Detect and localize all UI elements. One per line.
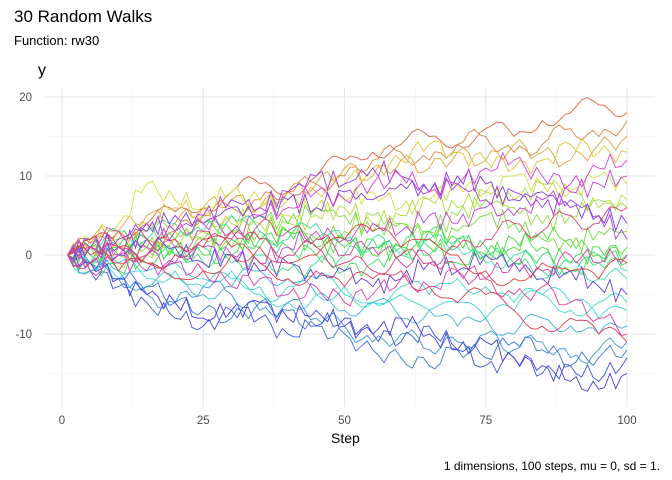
x-tick-label: 25 [197,415,210,427]
y-axis-label: y [38,62,46,79]
walk-line-21 [67,236,628,303]
walk-line-9 [67,219,628,267]
x-tick-label: 75 [479,415,492,427]
x-axis-label: Step [331,430,360,446]
y-tick-label: 0 [26,250,32,262]
walk-line-8 [67,203,628,264]
y-tick-label: 20 [19,92,32,104]
y-tick-label: -10 [15,329,32,341]
walk-line-1 [67,97,628,256]
walk-line-15 [67,249,628,319]
walk-line-24 [67,168,628,277]
walk-line-20 [67,248,628,392]
walk-line-7 [67,196,628,266]
walk-line-27 [67,217,628,337]
walk-line-28 [67,206,628,276]
y-tick-label: 10 [19,171,32,183]
walk-line-6 [67,179,628,269]
walk-line-19 [67,254,628,382]
x-tick-label: 0 [59,415,65,427]
chart-caption: 1 dimensions, 100 steps, mu = 0, sd = 1. [443,459,660,473]
walk-line-16 [67,254,628,336]
walk-line-13 [67,214,628,283]
walk-line-23 [67,159,628,257]
walk-line-18 [67,247,628,370]
walk-line-17 [67,254,628,364]
x-tick-label: 100 [617,415,636,427]
chart-subtitle: Function: rw30 [14,33,100,48]
walk-line-11 [67,233,628,278]
walk-line-25 [67,151,628,262]
walk-line-3 [67,136,628,256]
chart-title: 30 Random Walks [14,7,153,26]
walk-line-22 [67,167,628,256]
walk-line-4 [67,138,628,259]
walk-line-30 [67,223,628,287]
walk-line-14 [67,254,628,317]
walk-line-5 [67,171,628,259]
x-tick-label: 50 [338,415,351,427]
